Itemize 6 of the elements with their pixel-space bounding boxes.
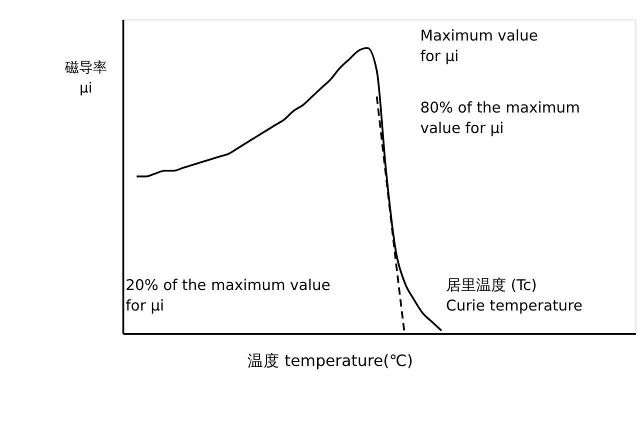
annotation: 80% of the maximum value for μi — [420, 100, 580, 138]
annotation: Maximum value for μi — [420, 28, 538, 66]
annotation: 20% of the maximum value for μi — [126, 277, 330, 314]
annotation: 居里温度 (Tc) Curie temperature — [446, 277, 582, 314]
y-axis-title: 磁导率 μi — [64, 60, 107, 96]
x-axis-title: 温度 temperature(℃) — [248, 350, 413, 370]
